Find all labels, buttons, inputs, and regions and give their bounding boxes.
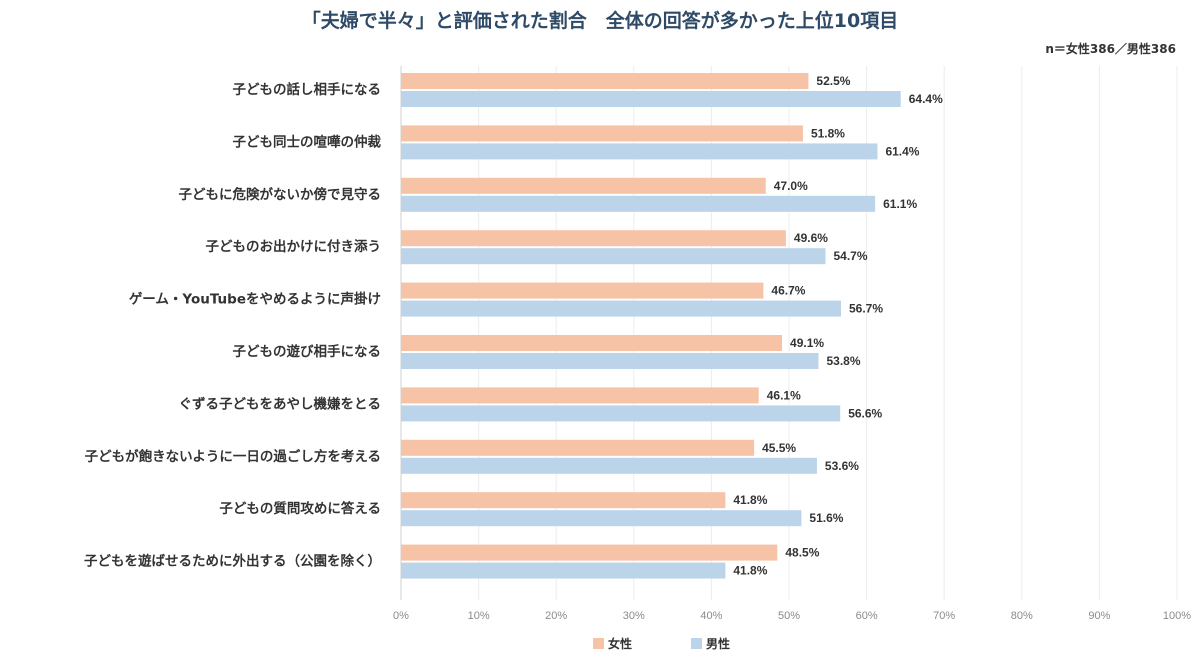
bar-male bbox=[401, 143, 878, 160]
data-label: 41.8% bbox=[733, 564, 767, 578]
bar-male bbox=[401, 562, 726, 579]
bar-male bbox=[401, 457, 817, 474]
bar-male bbox=[401, 195, 876, 212]
x-tick-label: 0% bbox=[393, 610, 409, 622]
x-tick-label: 60% bbox=[856, 610, 878, 622]
bar-female bbox=[401, 230, 786, 247]
category-label: 子どもが飽きないように一日の過ごし方を考える bbox=[85, 448, 381, 465]
data-label: 61.1% bbox=[883, 197, 917, 211]
bar-female bbox=[401, 73, 809, 89]
category-label: 子どもを遊ばせるために外出する（公園を除く） bbox=[84, 553, 381, 570]
data-label: 51.8% bbox=[811, 126, 845, 140]
data-label: 51.6% bbox=[809, 511, 843, 525]
bar-female bbox=[401, 439, 755, 456]
category-label: ゲーム・YouTubeをやめるように声掛け bbox=[129, 291, 381, 308]
category-label: 子どもの話し相手になる bbox=[233, 81, 382, 98]
data-label: 54.7% bbox=[833, 249, 867, 263]
x-tick-label: 20% bbox=[545, 610, 567, 622]
x-tick-label: 10% bbox=[468, 610, 490, 622]
data-label: 49.1% bbox=[790, 336, 824, 350]
data-label: 47.0% bbox=[774, 179, 808, 193]
data-label: 56.7% bbox=[849, 302, 883, 316]
legend-swatch bbox=[691, 638, 702, 649]
data-label: 46.7% bbox=[771, 284, 805, 298]
x-tick-label: 40% bbox=[700, 610, 722, 622]
category-label: 子どものお出かけに付き添う bbox=[206, 238, 382, 255]
x-tick-label: 50% bbox=[778, 610, 800, 622]
sample-size-note: n＝女性386／男性386 bbox=[1045, 42, 1176, 56]
bar-female bbox=[401, 125, 803, 142]
category-label: 子ども同士の喧嘩の仲裁 bbox=[233, 133, 382, 150]
data-label: 53.6% bbox=[825, 459, 859, 473]
x-tick-label: 80% bbox=[1011, 610, 1033, 622]
bar-male bbox=[401, 300, 841, 317]
category-label: 子どもの遊び相手になる bbox=[233, 343, 382, 360]
legend-label: 男性 bbox=[706, 636, 730, 651]
category-label: 子どもの質問攻めに答える bbox=[219, 500, 381, 517]
bar-male bbox=[401, 405, 841, 422]
bar-male bbox=[401, 248, 826, 265]
bar-male bbox=[401, 91, 901, 107]
data-label: 49.6% bbox=[794, 231, 828, 245]
bar-male bbox=[401, 510, 802, 527]
category-label: 子どもに危険がないか傍で見守る bbox=[179, 186, 382, 203]
chart-title: 「夫婦で半々」と評価された割合 全体の回答が多かった上位10項目 bbox=[301, 10, 899, 32]
category-label: ぐずる子どもをあやし機嫌をとる bbox=[179, 395, 382, 412]
data-label: 64.4% bbox=[909, 92, 943, 106]
x-tick-label: 90% bbox=[1088, 610, 1110, 622]
data-label: 61.4% bbox=[885, 144, 919, 158]
bar-female bbox=[401, 544, 778, 561]
legend-swatch bbox=[593, 638, 604, 649]
bar-female bbox=[401, 492, 726, 509]
x-tick-label: 100% bbox=[1163, 610, 1191, 622]
bar-female bbox=[401, 387, 759, 404]
data-label: 45.5% bbox=[762, 441, 796, 455]
data-label: 41.8% bbox=[733, 493, 767, 507]
data-label: 46.1% bbox=[767, 388, 801, 402]
data-label: 56.6% bbox=[848, 406, 882, 420]
legend-label: 女性 bbox=[608, 636, 632, 651]
bar-female bbox=[401, 177, 766, 194]
bar-female bbox=[401, 335, 783, 351]
x-tick-label: 30% bbox=[623, 610, 645, 622]
x-tick-label: 70% bbox=[933, 610, 955, 622]
data-label: 48.5% bbox=[785, 546, 819, 560]
data-label: 52.5% bbox=[816, 74, 850, 88]
bar-male bbox=[401, 353, 819, 369]
bar-female bbox=[401, 282, 764, 299]
data-label: 53.8% bbox=[826, 354, 860, 368]
